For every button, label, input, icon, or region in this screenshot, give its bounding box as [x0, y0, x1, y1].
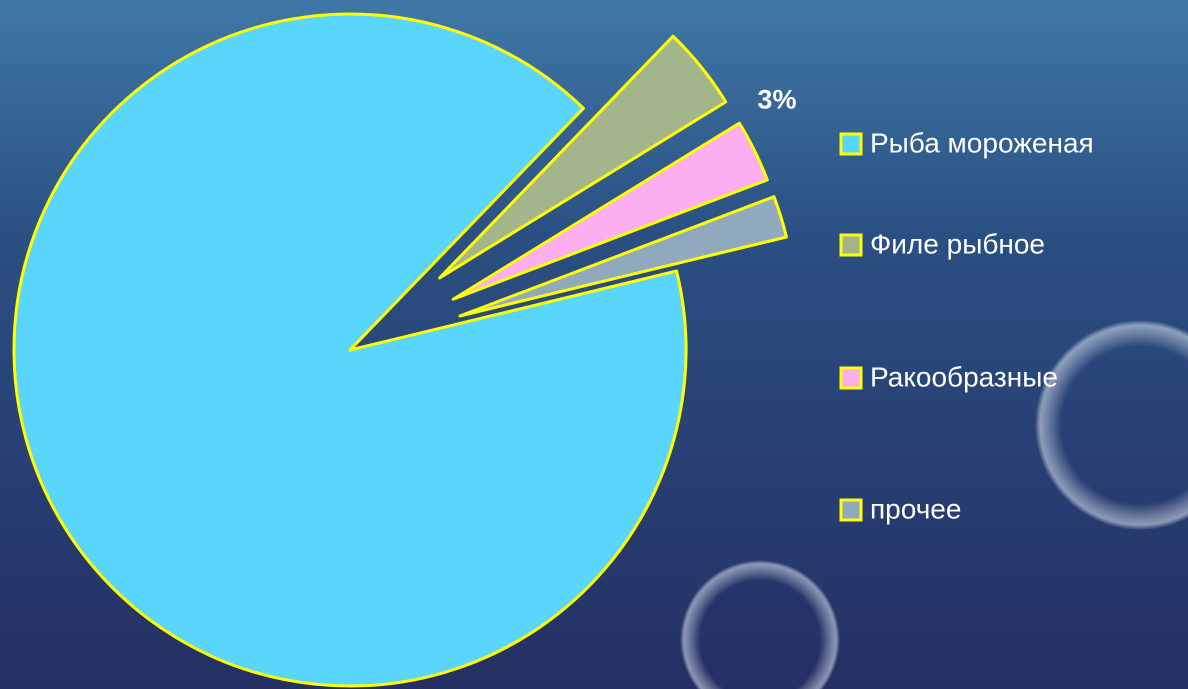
bubble	[680, 560, 840, 689]
legend-swatch	[839, 366, 863, 390]
pie-slice	[458, 195, 788, 318]
legend-label: Ракообразные	[870, 361, 1058, 392]
pie: 3%	[12, 12, 796, 688]
legend-swatch	[839, 233, 863, 257]
legend-swatch	[839, 132, 863, 156]
legend: Рыба мороженая Филе рыбное Ракообразные про…	[839, 127, 1094, 524]
legend-label: прочее	[870, 493, 961, 524]
data-label: 3%	[757, 85, 796, 115]
legend-swatch	[839, 498, 863, 522]
bubble	[1035, 320, 1188, 530]
pie-slice	[438, 34, 728, 280]
pie-slice	[451, 121, 769, 301]
legend-label: Филе рыбное	[870, 228, 1045, 259]
legend-label: Рыба мороженая	[870, 127, 1094, 158]
pie-slice	[12, 12, 688, 688]
